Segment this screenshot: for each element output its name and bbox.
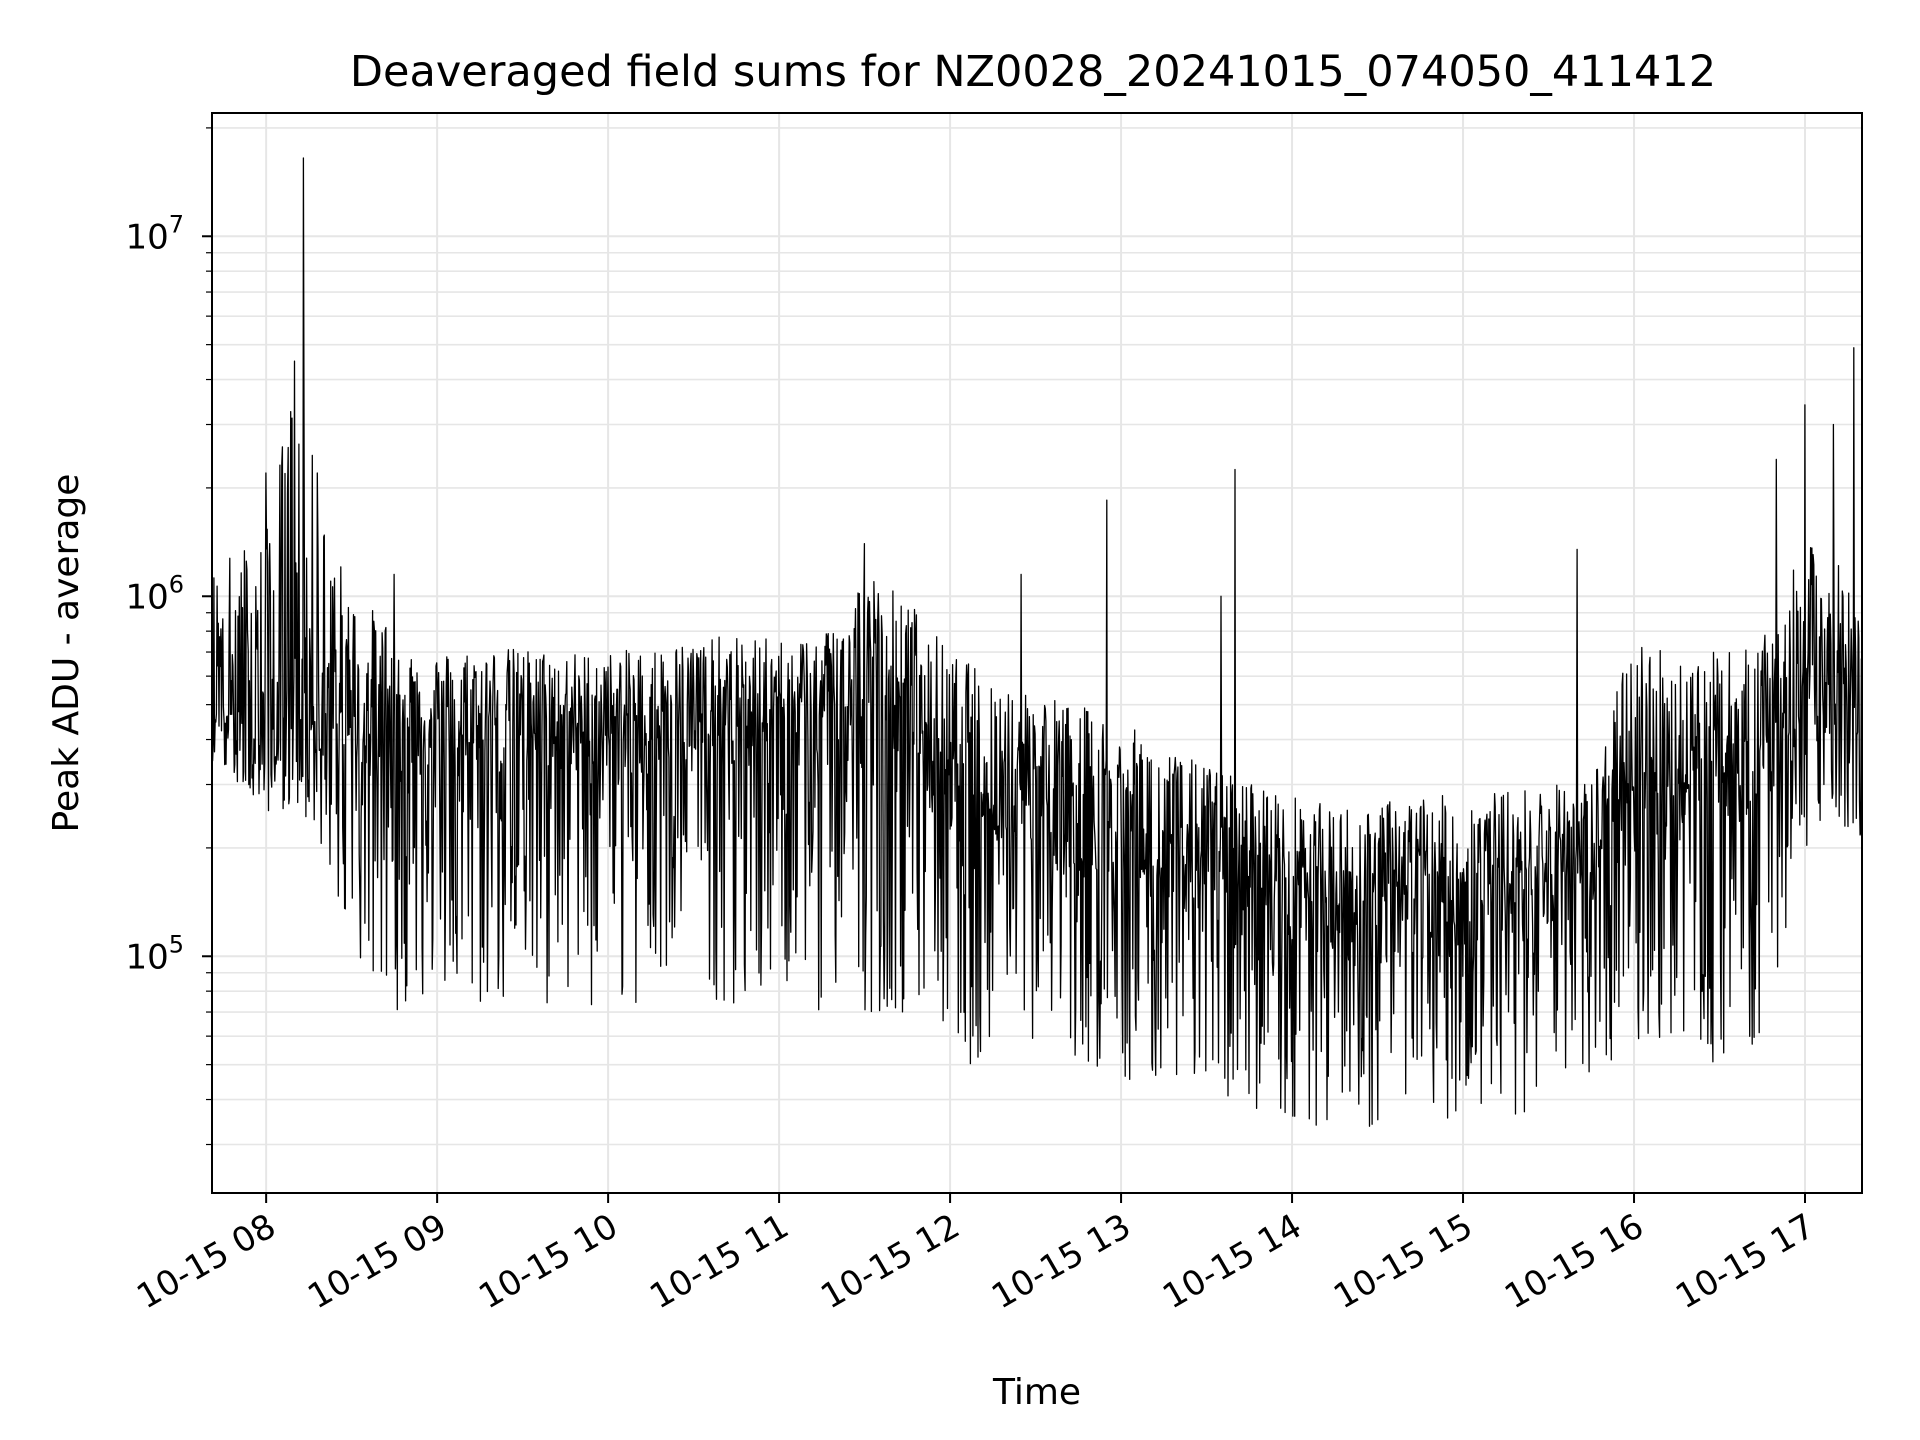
y-tick-label-base: 10 [125, 217, 168, 257]
y-tick-label-exponent: 7 [169, 210, 184, 238]
y-tick-label: 105 [125, 930, 184, 977]
y-axis-label: Peak ADU - average [46, 474, 87, 833]
y-tick-label-base: 10 [125, 937, 168, 977]
y-tick-label-exponent: 5 [169, 930, 184, 958]
x-axis-label: Time [992, 1372, 1081, 1413]
y-tick-label-exponent: 6 [169, 570, 184, 598]
series-line [211, 157, 1863, 1127]
y-tick-label: 106 [125, 570, 184, 617]
y-tick-label: 107 [125, 210, 184, 257]
series-path [211, 157, 1863, 1127]
chart-title: Deaveraged field sums for NZ0028_2024101… [350, 47, 1716, 97]
y-tick-label-base: 10 [125, 577, 168, 617]
plot-area-frame [211, 112, 1863, 1194]
